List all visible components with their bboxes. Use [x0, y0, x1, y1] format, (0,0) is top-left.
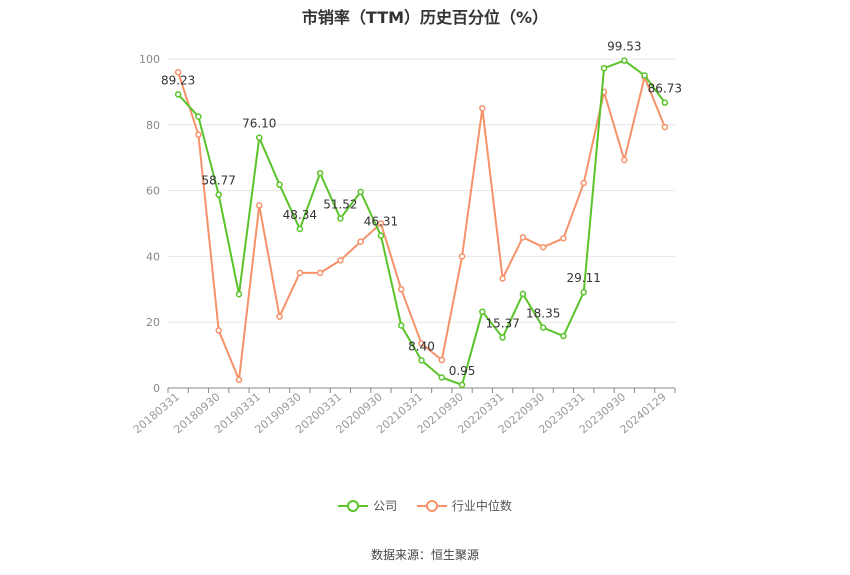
company-point	[438, 374, 446, 381]
company-data-label: 8.40	[408, 339, 435, 353]
company-point	[235, 290, 243, 298]
company-point	[256, 134, 263, 141]
industry-point	[580, 179, 587, 187]
legend-item-company[interactable]: 公司	[338, 497, 397, 514]
company-point	[458, 381, 466, 389]
company-data-label: 51.52	[323, 197, 357, 211]
industry-point	[316, 269, 324, 277]
company-data-label: 18.35	[526, 307, 560, 321]
company-point	[397, 322, 405, 329]
industry-point	[479, 105, 486, 112]
industry-point	[337, 257, 344, 264]
company-data-label: 46.31	[364, 215, 398, 229]
legend-company-swatch-icon	[338, 499, 369, 512]
legend: 公司 行业中位数	[0, 497, 850, 516]
legend-industry-label: 行业中位数	[451, 499, 512, 513]
series-lines	[174, 57, 669, 389]
company-point	[539, 324, 547, 331]
axes: 0204060801002018033120180930201903312019…	[131, 53, 676, 436]
company-data-label: 58.77	[202, 174, 236, 188]
industry-point	[235, 376, 243, 384]
company-data-label: 99.53	[607, 40, 641, 54]
company-data-label: 76.10	[242, 117, 276, 131]
company-point	[174, 91, 182, 98]
industry-point	[276, 313, 283, 320]
industry-point	[195, 131, 202, 138]
company-point	[337, 215, 344, 222]
industry-point	[519, 234, 527, 241]
company-point	[519, 290, 527, 298]
company-point	[499, 334, 506, 341]
company-series-line	[177, 59, 666, 386]
company-point	[641, 72, 648, 79]
industry-point	[256, 202, 263, 209]
company-point	[600, 64, 608, 72]
industry-point	[539, 243, 547, 251]
company-data-label: 0.95	[449, 364, 476, 378]
industry-point	[418, 340, 425, 347]
y-tick-label: 60	[146, 185, 160, 198]
company-point	[418, 357, 425, 364]
data-labels: 89.23 58.77 76.10 48.34 51.52 46.31 8.40 0.95 15…	[161, 40, 682, 378]
company-point	[621, 57, 628, 64]
legend-item-industry[interactable]: 行业中位数	[416, 497, 512, 514]
company-point	[357, 188, 364, 196]
industry-point	[377, 220, 385, 227]
company-point	[296, 225, 304, 233]
industry-point	[215, 327, 222, 334]
industry-point	[357, 238, 364, 245]
company-data-label: 89.23	[161, 73, 195, 87]
industry-point	[174, 68, 182, 76]
legend-company-label: 公司	[373, 499, 398, 513]
y-tick-label: 20	[146, 316, 160, 329]
grid-lines	[168, 58, 675, 323]
company-data-label: 29.11	[567, 271, 601, 285]
industry-point	[296, 269, 304, 277]
company-point	[661, 99, 669, 106]
industry-point	[661, 123, 669, 131]
y-tick-label: 40	[146, 250, 160, 263]
company-point	[479, 308, 486, 315]
company-point	[195, 113, 202, 120]
company-point	[316, 169, 324, 177]
y-tick-label: 100	[139, 53, 160, 66]
company-point	[580, 288, 587, 296]
company-data-label: 48.34	[283, 208, 317, 222]
chart-title: 市销率（TTM）历史百分位（%）	[301, 8, 549, 27]
industry-point	[560, 235, 567, 242]
legend-industry-swatch-icon	[416, 499, 447, 512]
chart-plot: 0204060801002018033120180930201903312019…	[131, 40, 682, 437]
company-point	[377, 232, 385, 239]
company-point	[276, 181, 283, 188]
industry-point	[621, 156, 628, 164]
y-tick-label: 0	[153, 382, 160, 395]
company-point	[215, 191, 222, 198]
data-source-note: 数据来源：恒生聚源	[370, 548, 479, 562]
industry-point	[458, 253, 466, 260]
company-data-label: 86.73	[648, 82, 682, 96]
y-tick-label: 80	[146, 119, 160, 132]
industry-point	[499, 275, 506, 282]
company-point	[560, 332, 567, 340]
company-data-label: 15.37	[485, 316, 519, 330]
industry-point	[397, 286, 405, 293]
industry-point	[438, 356, 446, 364]
